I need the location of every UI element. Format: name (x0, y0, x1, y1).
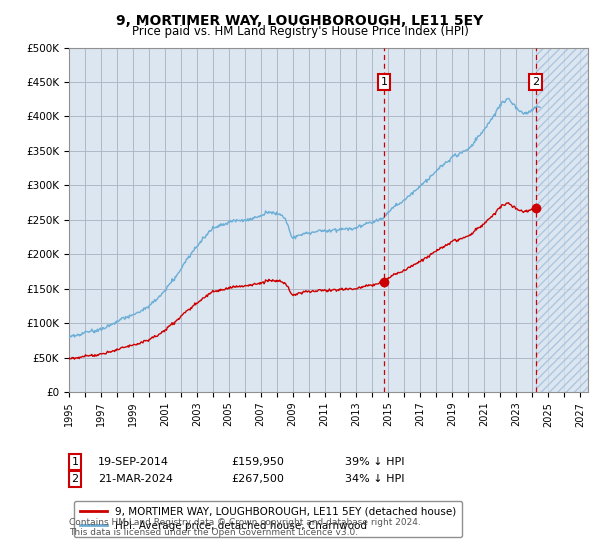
Text: 21-MAR-2024: 21-MAR-2024 (98, 474, 173, 484)
Text: Contains HM Land Registry data © Crown copyright and database right 2024.
This d: Contains HM Land Registry data © Crown c… (69, 518, 421, 538)
Bar (536, 48, 588, 392)
Text: £267,500: £267,500 (231, 474, 284, 484)
Text: 2: 2 (71, 474, 79, 484)
Text: 1: 1 (380, 77, 388, 87)
Text: 39% ↓ HPI: 39% ↓ HPI (345, 457, 404, 467)
Text: 1: 1 (71, 457, 79, 467)
Text: £159,950: £159,950 (231, 457, 284, 467)
Text: 9, MORTIMER WAY, LOUGHBOROUGH, LE11 5EY: 9, MORTIMER WAY, LOUGHBOROUGH, LE11 5EY (116, 14, 484, 28)
Text: 2: 2 (532, 77, 539, 87)
Text: Price paid vs. HM Land Registry's House Price Index (HPI): Price paid vs. HM Land Registry's House … (131, 25, 469, 38)
Text: 34% ↓ HPI: 34% ↓ HPI (345, 474, 404, 484)
Legend: 9, MORTIMER WAY, LOUGHBOROUGH, LE11 5EY (detached house), HPI: Average price, de: 9, MORTIMER WAY, LOUGHBOROUGH, LE11 5EY … (74, 501, 463, 537)
Text: 19-SEP-2014: 19-SEP-2014 (98, 457, 169, 467)
